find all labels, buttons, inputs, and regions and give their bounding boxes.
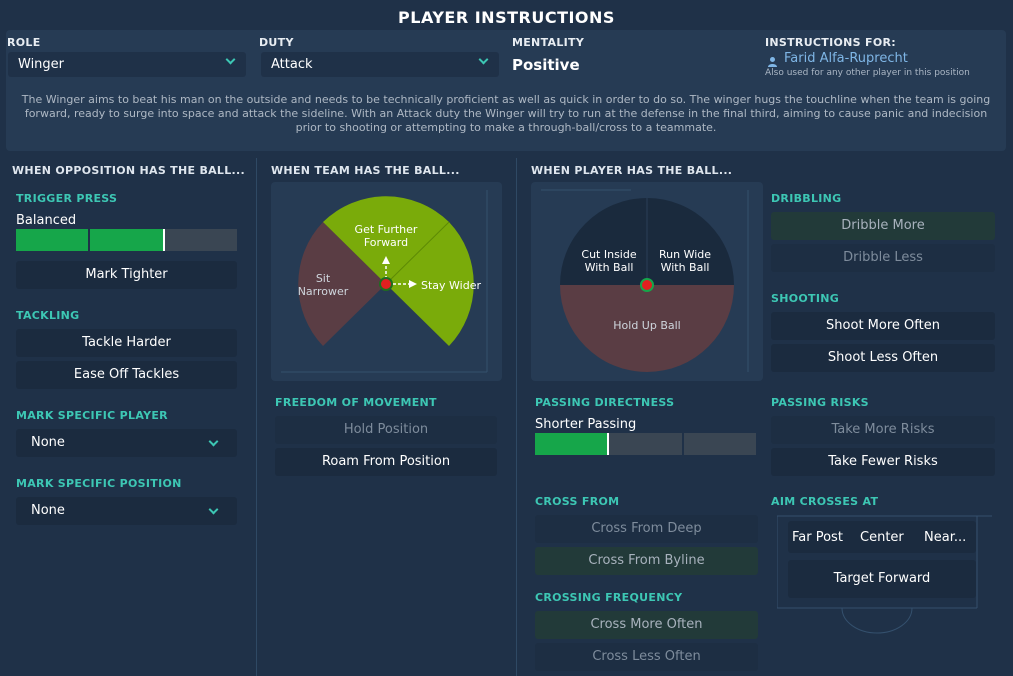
chevron-down-icon: [208, 436, 219, 447]
role-description: The Winger aims to beat his man on the o…: [21, 93, 991, 134]
sit-narrower-sector[interactable]: [298, 222, 386, 346]
team-heading: WHEN TEAM HAS THE BALL...: [271, 164, 460, 177]
cross-less-often-button[interactable]: Cross Less Often: [535, 643, 758, 671]
run-wide-sector[interactable]: [647, 198, 734, 285]
shoot-more-often-button[interactable]: Shoot More Often: [771, 312, 995, 340]
stay-wider-sector[interactable]: [386, 222, 474, 346]
role-value: Winger: [18, 57, 65, 72]
ease-off-tackles-button[interactable]: Ease Off Tackles: [16, 361, 237, 389]
shoot-less-often-button[interactable]: Shoot Less Often: [771, 344, 995, 372]
get-further-forward-sector[interactable]: [323, 196, 449, 284]
aim-crosses-pitch: [777, 514, 992, 634]
slider-segment[interactable]: [90, 229, 163, 251]
trigger-press-label: TRIGGER PRESS: [16, 192, 118, 205]
shooting-label: SHOOTING: [771, 292, 840, 305]
player-heading: WHEN PLAYER HAS THE BALL...: [531, 164, 733, 177]
tackling-label: TACKLING: [16, 309, 80, 322]
slider-handle[interactable]: [607, 433, 610, 455]
slider-segment[interactable]: [535, 433, 608, 455]
movement-pitch: [271, 182, 502, 381]
mark-specific-player-label: MARK SPECIFIC PLAYER: [16, 409, 168, 422]
aim-crosses-options: [788, 521, 976, 553]
cut-inside-label: Cut Inside With Ball: [581, 248, 637, 274]
cross-from-byline-button[interactable]: Cross From Byline: [535, 547, 758, 575]
far-post-option[interactable]: Far Post: [792, 530, 843, 545]
mentality-value: Positive: [512, 56, 580, 74]
mark-position-value: None: [31, 503, 65, 518]
stay-wider-label: Stay Wider: [421, 279, 482, 292]
hold-up-ball-sector[interactable]: [560, 285, 734, 372]
player-name-link[interactable]: Farid Alfa-Ruprecht: [784, 51, 908, 66]
page-title: PLAYER INSTRUCTIONS: [398, 8, 615, 27]
mark-specific-position-dropdown[interactable]: None: [16, 497, 237, 525]
mark-tighter-button[interactable]: Mark Tighter: [16, 261, 237, 289]
passing-directness-value: Shorter Passing: [535, 417, 637, 432]
cross-more-often-button[interactable]: Cross More Often: [535, 611, 758, 639]
with-ball-pitch: [531, 182, 763, 381]
cross-from-deep-button[interactable]: Cross From Deep: [535, 515, 758, 543]
trigger-press-value: Balanced: [16, 213, 77, 228]
aim-crosses-label: AIM CROSSES AT: [771, 495, 879, 508]
also-used-note: Also used for any other player in this p…: [765, 68, 970, 78]
slider-segment[interactable]: [16, 229, 89, 251]
target-forward-button[interactable]: Target Forward: [788, 560, 976, 598]
get-further-forward-label: Get Further Forward: [354, 223, 418, 249]
dribble-more-button[interactable]: Dribble More: [771, 212, 995, 240]
opposition-heading: WHEN OPPOSITION HAS THE BALL...: [12, 164, 245, 177]
person-icon: [767, 52, 778, 67]
instructions-for-label: INSTRUCTIONS FOR:: [765, 36, 896, 49]
passing-directness-slider[interactable]: [535, 433, 756, 455]
trigger-press-slider[interactable]: [16, 229, 237, 251]
column-divider: [256, 158, 257, 676]
cut-inside-sector[interactable]: [560, 198, 647, 285]
dribble-less-button[interactable]: Dribble Less: [771, 244, 995, 272]
column-divider: [516, 158, 517, 676]
chevron-down-icon: [225, 54, 236, 65]
crossing-frequency-label: CROSSING FREQUENCY: [535, 591, 683, 604]
role-dropdown[interactable]: Winger: [8, 52, 246, 77]
passing-directness-label: PASSING DIRECTNESS: [535, 396, 675, 409]
run-wide-label: Run Wide With Ball: [658, 248, 712, 274]
mentality-label: MENTALITY: [512, 36, 585, 49]
center-option[interactable]: Center: [860, 530, 904, 545]
duty-value: Attack: [271, 57, 313, 72]
take-more-risks-button[interactable]: Take More Risks: [771, 416, 995, 444]
hold-up-ball-label: Hold Up Ball: [613, 319, 681, 332]
mark-player-value: None: [31, 435, 65, 450]
slider-handle[interactable]: [162, 229, 165, 251]
mark-specific-position-label: MARK SPECIFIC POSITION: [16, 477, 182, 490]
take-fewer-risks-button[interactable]: Take Fewer Risks: [771, 448, 995, 476]
role-panel: [6, 30, 1006, 151]
passing-risks-label: PASSING RISKS: [771, 396, 869, 409]
sit-narrower-label: Sit Narrower: [297, 272, 349, 298]
duty-label: DUTY: [259, 36, 294, 49]
player-position-marker: [379, 277, 393, 291]
mark-specific-player-dropdown[interactable]: None: [16, 429, 237, 457]
dribbling-label: DRIBBLING: [771, 192, 842, 205]
slider-segment[interactable]: [683, 433, 756, 455]
chevron-down-icon: [208, 504, 219, 515]
player-position-marker: [640, 278, 654, 292]
role-label: ROLE: [7, 36, 41, 49]
slider-segment[interactable]: [164, 229, 237, 251]
tackle-harder-button[interactable]: Tackle Harder: [16, 329, 237, 357]
slider-segment[interactable]: [609, 433, 682, 455]
roam-from-position-button[interactable]: Roam From Position: [275, 448, 497, 476]
near-post-option[interactable]: Near...: [924, 530, 967, 545]
hold-position-button[interactable]: Hold Position: [275, 416, 497, 444]
chevron-down-icon: [478, 54, 489, 65]
cross-from-label: CROSS FROM: [535, 495, 620, 508]
duty-dropdown[interactable]: Attack: [261, 52, 499, 77]
freedom-of-movement-label: FREEDOM OF MOVEMENT: [275, 396, 437, 409]
